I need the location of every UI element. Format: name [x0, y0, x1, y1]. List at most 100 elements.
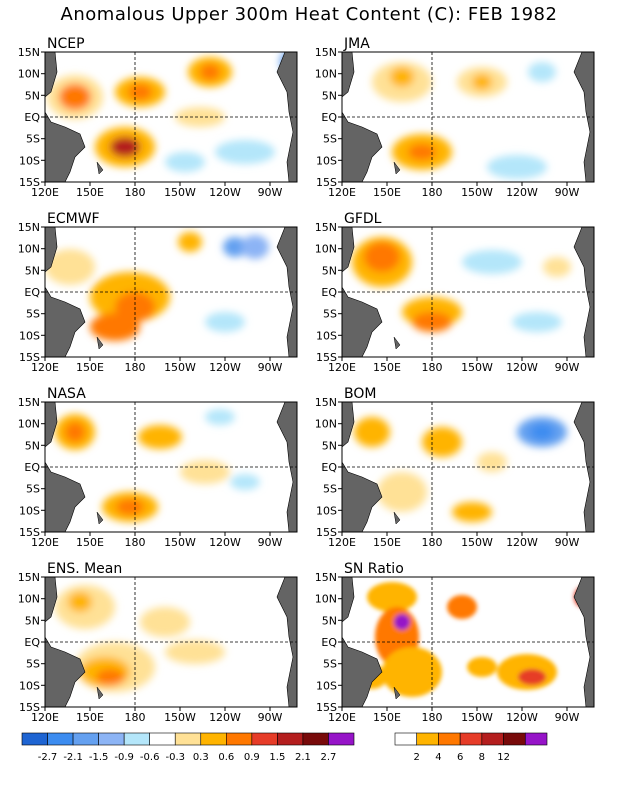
lon-label: 120W: [506, 711, 538, 724]
lon-label: 150E: [76, 711, 104, 724]
anomaly-contour: [354, 417, 390, 447]
figure-title: Anomalous Upper 300m Heat Content (C): F…: [60, 4, 558, 25]
lat-label: 15N: [18, 46, 40, 59]
lon-label: 180: [125, 361, 146, 374]
lon-label: 150E: [373, 711, 401, 724]
anomaly-contour: [128, 84, 152, 100]
colorbar-label: 0.9: [244, 752, 260, 763]
land-mask: [342, 52, 594, 182]
lat-label: 10S: [316, 679, 337, 692]
colorbar-label: 0.3: [193, 752, 209, 763]
land-new-guinea: [342, 636, 383, 707]
colorbar-swatch: [438, 732, 461, 746]
panel-title: ECMWF: [47, 211, 100, 227]
land-new-guinea: [342, 286, 383, 357]
lat-label: EQ: [24, 461, 40, 474]
land-mask: [342, 227, 594, 357]
land-new-guinea: [45, 286, 86, 357]
land-islands: [96, 336, 104, 350]
lat-label: 10N: [315, 418, 337, 431]
land-new-guinea: [45, 461, 86, 532]
colorbar-label: 2.1: [295, 752, 311, 763]
lat-label: EQ: [24, 636, 40, 649]
lat-label: 10N: [18, 593, 40, 606]
anomaly-contour: [472, 74, 492, 90]
lon-label: 180: [422, 711, 443, 724]
lat-label: 5S: [26, 658, 40, 671]
anomaly-contour: [110, 137, 140, 157]
colorbar-swatch: [416, 732, 439, 746]
anomaly-contour: [215, 140, 275, 164]
colorbar-label: 2.7: [321, 752, 337, 763]
lat-label: 15N: [315, 46, 337, 59]
panel-title: NASA: [47, 386, 86, 402]
land-philippines: [45, 402, 58, 448]
lon-label: 120W: [209, 186, 241, 199]
lon-label: 150E: [76, 536, 104, 549]
lon-label: 120E: [328, 186, 356, 199]
lat-label: 5S: [26, 133, 40, 146]
land-philippines: [45, 577, 58, 623]
anomaly-contour: [452, 502, 492, 522]
lon-label: 120E: [328, 711, 356, 724]
land-philippines: [342, 52, 355, 98]
land-islands: [393, 336, 401, 350]
colorbar-label: -1.5: [89, 752, 109, 763]
anomaly-contour: [408, 144, 436, 160]
lon-label: 150E: [373, 361, 401, 374]
land-new-guinea: [45, 111, 86, 182]
land-americas: [573, 227, 594, 357]
land-philippines: [342, 402, 355, 448]
lon-label: 180: [422, 361, 443, 374]
lat-label: 15S: [19, 351, 40, 364]
lon-label: 90W: [258, 186, 283, 199]
lat-label: 15S: [316, 701, 337, 714]
lat-label: 5S: [26, 483, 40, 496]
colorbar-swatch: [481, 732, 504, 746]
land-new-guinea: [342, 111, 383, 182]
colorbar-swatch: [47, 732, 74, 746]
anomaly-contour: [382, 647, 442, 697]
lon-label: 150W: [164, 186, 196, 199]
lon-label: 150W: [461, 186, 493, 199]
land-islands: [393, 686, 401, 700]
colorbar-swatch: [459, 732, 483, 746]
lat-label: 15S: [19, 526, 40, 539]
lon-label: 120E: [328, 361, 356, 374]
land-mask: [342, 577, 594, 707]
lat-label: 15N: [18, 396, 40, 409]
lon-label: 120W: [506, 361, 538, 374]
anomaly-contour: [530, 424, 554, 440]
anomaly-contour: [394, 614, 410, 630]
lon-label: 120W: [209, 536, 241, 549]
lat-label: 15N: [18, 571, 40, 584]
anomaly-contour: [230, 474, 260, 490]
lat-label: 15S: [316, 526, 337, 539]
lon-label: 120E: [328, 536, 356, 549]
lat-label: 5S: [323, 483, 337, 496]
panel-title: BOM: [344, 386, 376, 402]
anomaly-contour: [512, 312, 562, 332]
anomaly-contour: [45, 249, 95, 285]
lat-label: 5S: [323, 133, 337, 146]
lon-label: 90W: [258, 711, 283, 724]
colorbar-label: -0.9: [114, 752, 134, 763]
lat-label: 5S: [26, 308, 40, 321]
lon-label: 120E: [31, 361, 59, 374]
lat-label: EQ: [321, 461, 337, 474]
land-philippines: [342, 577, 355, 623]
lat-label: 10S: [316, 154, 337, 167]
lon-label: 180: [125, 186, 146, 199]
anomaly-contour: [90, 313, 140, 341]
land-new-guinea: [342, 461, 383, 532]
anomaly-contour: [422, 427, 462, 457]
land-islands: [96, 686, 104, 700]
lon-label: 150E: [76, 186, 104, 199]
lat-label: 15S: [316, 351, 337, 364]
colorbar-label: 0.6: [218, 752, 234, 763]
lat-label: 10N: [18, 68, 40, 81]
lon-label: 150E: [76, 361, 104, 374]
anomaly-contour: [205, 312, 245, 332]
colorbar-swatch: [123, 732, 150, 746]
